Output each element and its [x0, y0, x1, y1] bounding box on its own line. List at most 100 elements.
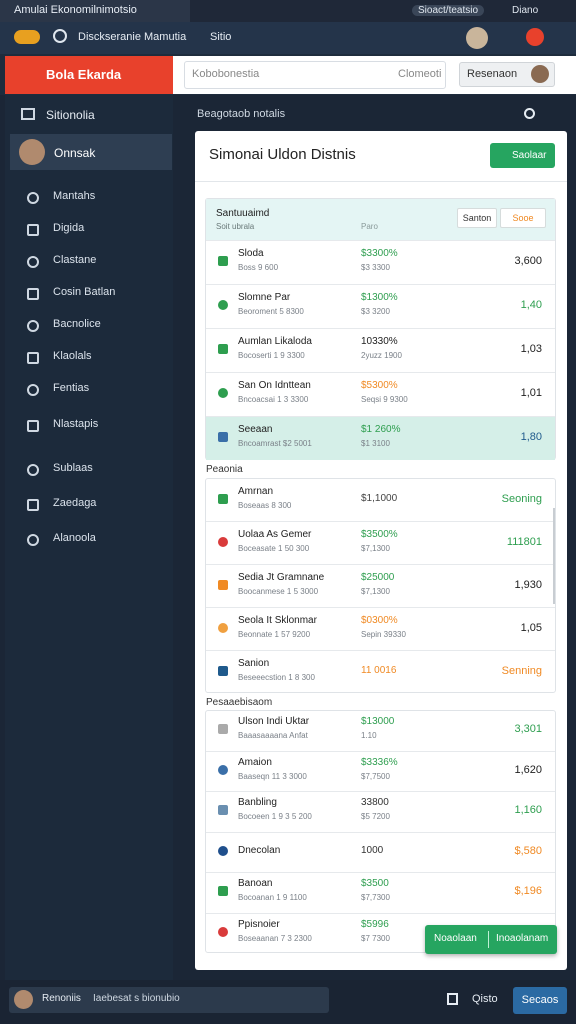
new-tab[interactable]: [202, 2, 210, 10]
group-button[interactable]: Santon: [457, 208, 497, 228]
tab-right[interactable]: Sioact/teatsio: [412, 5, 485, 16]
notification[interactable]: [526, 28, 544, 46]
footer-button[interactable]: Secaos: [513, 987, 567, 1014]
row-subvalue: 1.10: [361, 731, 377, 741]
row-icon: [218, 493, 228, 504]
row-name: Banoan: [238, 878, 273, 890]
card-button-label[interactable]: Saolaar: [512, 150, 547, 161]
row-icon: [218, 579, 228, 590]
row-detail: Bncoamrast $2 5001: [238, 439, 312, 448]
table-row[interactable]: [206, 416, 555, 460]
nav-icon: [27, 256, 39, 268]
footer-user[interactable]: Renoniis: [42, 993, 81, 1004]
row-detail: Bocoanan 1 9 1100: [238, 893, 307, 903]
row-value: $3336%: [361, 756, 398, 768]
row-name: Seeaan: [238, 424, 273, 435]
nav-item[interactable]: Alanoola: [53, 532, 96, 544]
row-icon: [218, 432, 228, 442]
row-name: San On Idnttean: [238, 380, 311, 391]
nav-item[interactable]: Mantahs: [53, 190, 96, 202]
table-row[interactable]: [206, 831, 555, 873]
row-value: $1300%: [361, 292, 398, 303]
footer-icon: [447, 993, 458, 1005]
nav-item[interactable]: Nlastapis: [53, 418, 99, 430]
table-row[interactable]: [206, 607, 555, 650]
table-row[interactable]: [206, 240, 555, 284]
row-value: $1,1000: [361, 492, 398, 504]
row-value: 33800: [361, 797, 389, 809]
table-row[interactable]: [206, 284, 555, 328]
row-amount: 1,80: [520, 431, 542, 443]
row-value: 10330%: [361, 336, 398, 347]
fab[interactable]: [425, 925, 557, 954]
row-name: Ppisnoier: [238, 918, 280, 930]
search-icon[interactable]: [524, 108, 535, 119]
nav-item[interactable]: Klaolals: [53, 350, 92, 362]
table-row[interactable]: [206, 912, 555, 954]
menu-label[interactable]: Bola Ekarda: [46, 67, 122, 82]
row-icon: [218, 724, 228, 735]
fab-left[interactable]: Noaolaan: [434, 933, 477, 944]
row-detail: Beonnate 1 57 9200: [238, 629, 311, 639]
menu-button[interactable]: [5, 56, 173, 94]
row-detail: Boseaas 8 300: [238, 500, 292, 510]
row-value: $1 260%: [361, 424, 401, 435]
row-name: Dnecolan: [238, 844, 281, 856]
table-row[interactable]: [206, 872, 555, 913]
row-amount: 3,301: [514, 723, 542, 736]
nav-item[interactable]: Cosin Batlan: [53, 286, 116, 298]
row-icon: [218, 926, 228, 937]
row-value: $0300%: [361, 614, 398, 626]
group-button[interactable]: Sooe: [500, 208, 546, 228]
nav-item[interactable]: Zaedaga: [53, 497, 97, 509]
row-subvalue: $3 3300: [361, 263, 390, 272]
tab-user[interactable]: Diano: [512, 5, 539, 16]
row-name: Uolaa As Gemer: [238, 528, 312, 540]
row-name: Sloda: [238, 248, 264, 259]
nav-item[interactable]: Clastane: [53, 254, 97, 266]
row-name: Ulson Indi Uktar: [238, 716, 310, 728]
row-value: 11 0016: [361, 664, 397, 676]
scrollbar[interactable]: [553, 508, 555, 604]
address-tab[interactable]: Sitio: [210, 31, 232, 43]
row-value: $3300%: [361, 248, 398, 259]
table-row[interactable]: [206, 521, 555, 564]
footer-link[interactable]: Qisto: [472, 993, 498, 1005]
row-subvalue: $1 3100: [361, 439, 390, 448]
nav-icon: [27, 534, 39, 546]
avatar[interactable]: [466, 27, 488, 49]
table-row[interactable]: [206, 791, 555, 832]
address-icon: [53, 29, 67, 43]
table-row[interactable]: [206, 650, 555, 693]
row-subvalue: $7 7300: [361, 933, 390, 943]
fab-right[interactable]: Inoaolanam: [496, 933, 549, 944]
address[interactable]: Disckseranie Mamutia: [78, 31, 187, 43]
row-amount: $,580: [514, 844, 542, 857]
nav-item[interactable]: Bacnolice: [53, 318, 101, 330]
sidebar-title: Sitionolia: [46, 108, 95, 122]
nav-item[interactable]: Sublaas: [53, 462, 93, 474]
row-icon: [218, 665, 228, 676]
user-name[interactable]: Onnsak: [54, 146, 96, 160]
group-title: Santuuaimd: [216, 208, 270, 219]
table-row[interactable]: [206, 372, 555, 416]
action-label[interactable]: Resenaon: [467, 68, 518, 80]
table-row[interactable]: [206, 564, 555, 607]
row-value: $25000: [361, 571, 395, 583]
table-row[interactable]: [206, 750, 555, 792]
card-title: Simonai Uldon Distnis: [209, 146, 356, 163]
row-subvalue: $7,7300: [361, 893, 390, 903]
row-value: $3500: [361, 878, 389, 890]
card-button[interactable]: [490, 143, 555, 168]
nav-icon: [27, 224, 39, 236]
search-box[interactable]: [184, 61, 446, 89]
breadcrumb: Beagotaob notalis: [197, 108, 286, 120]
row-icon: [218, 805, 228, 816]
nav-item[interactable]: Digida: [53, 222, 85, 234]
row-value: $13000: [361, 716, 395, 728]
nav-item[interactable]: Fentias: [53, 382, 90, 394]
tab-title[interactable]: Amulai Ekonomilnimotsio: [14, 4, 137, 16]
row-amount: Seoning: [501, 492, 542, 505]
row-name: Banbling: [238, 797, 277, 809]
table-row[interactable]: [206, 328, 555, 372]
